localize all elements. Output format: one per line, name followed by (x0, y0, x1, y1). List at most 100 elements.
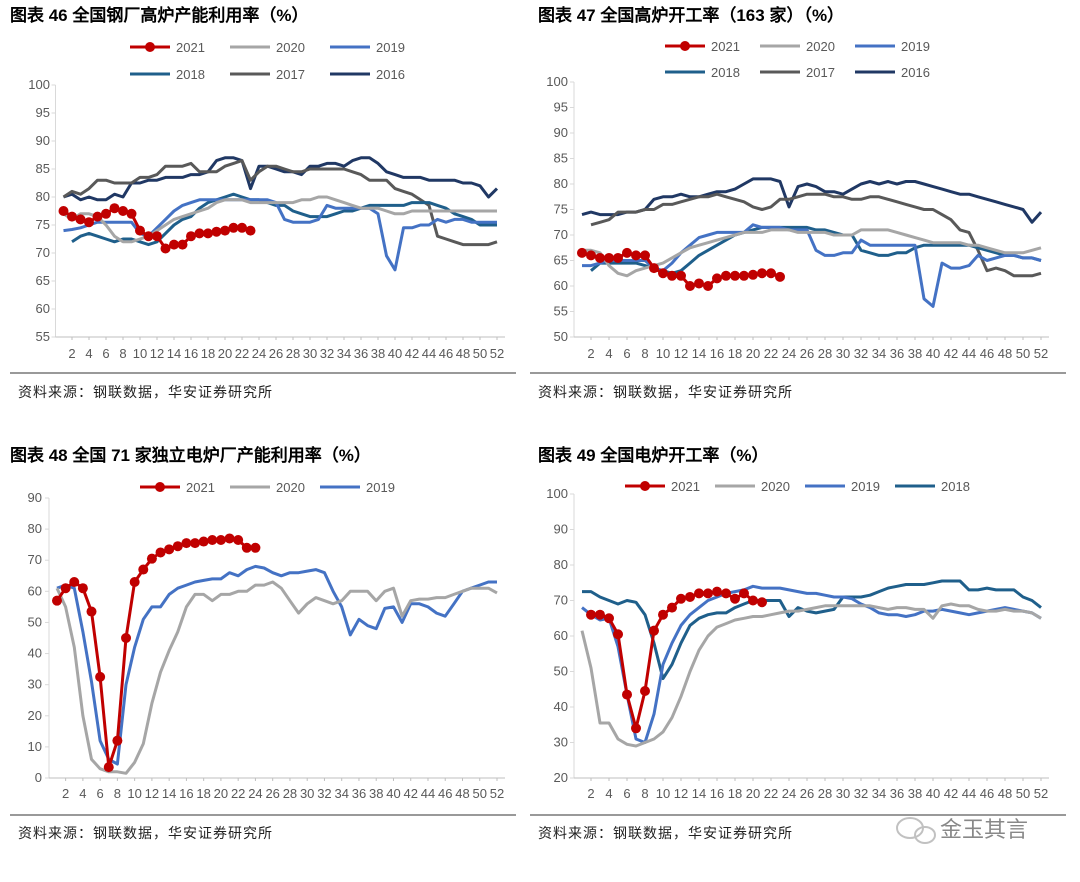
x-tick-label: 2 (62, 786, 69, 801)
x-tick-label: 28 (286, 346, 300, 361)
data-point (138, 564, 149, 575)
data-point (215, 535, 226, 545)
data-point (730, 593, 740, 604)
x-tick-label: 36 (890, 346, 904, 361)
x-tick-label: 42 (405, 346, 419, 361)
x-tick-label: 46 (980, 786, 994, 801)
x-tick-label: 8 (114, 786, 121, 801)
data-point (703, 588, 713, 599)
x-tick-label: 6 (623, 346, 630, 361)
x-tick-label: 48 (456, 346, 470, 361)
data-point (640, 250, 650, 261)
series-line (581, 177, 1043, 224)
x-tick-label: 50 (1016, 346, 1030, 361)
y-tick-label: 95 (554, 100, 568, 115)
legend-label: 2020 (806, 39, 835, 54)
legend-marker (680, 41, 690, 51)
x-tick-label: 10 (127, 786, 141, 801)
data-point (595, 252, 605, 263)
data-point (739, 588, 749, 599)
data-point (712, 586, 722, 597)
x-tick-label: 12 (674, 346, 688, 361)
data-point (60, 583, 71, 594)
x-tick-label: 4 (85, 346, 92, 361)
x-tick-label: 36 (890, 786, 904, 801)
series-line (56, 564, 497, 766)
y-tick-label: 60 (554, 628, 568, 643)
data-point (109, 203, 120, 214)
x-tick-label: 24 (248, 786, 262, 801)
data-point (577, 247, 587, 258)
x-tick-label: 20 (218, 346, 232, 361)
data-point (152, 231, 162, 242)
data-point (685, 591, 695, 602)
y-tick-label: 90 (36, 133, 50, 148)
data-point (194, 228, 205, 239)
y-tick-label: 70 (36, 245, 50, 260)
y-tick-label: 55 (36, 329, 50, 344)
legend-marker (155, 482, 165, 492)
x-tick-label: 6 (97, 786, 104, 801)
data-point (220, 225, 230, 236)
data-point (224, 533, 235, 544)
x-tick-label: 18 (728, 786, 742, 801)
data-point (757, 268, 767, 279)
x-tick-label: 24 (252, 346, 266, 361)
chart-source: 资料来源：钢联数据，华安证券研究所 (18, 384, 273, 400)
x-tick-label: 32 (320, 346, 334, 361)
legend-label: 2017 (806, 65, 835, 80)
x-tick-label: 18 (201, 346, 215, 361)
y-tick-label: 60 (36, 301, 50, 316)
chart-panel: 图表 48 全国 71 家独立电炉厂产能利用率（%） 资料来源：钢联数据，华安证券… (10, 445, 505, 841)
x-tick-label: 4 (605, 786, 612, 801)
x-tick-label: 50 (473, 786, 487, 801)
x-tick-label: 44 (421, 786, 435, 801)
x-tick-label: 26 (800, 346, 814, 361)
data-point (631, 723, 641, 734)
x-tick-label: 22 (764, 346, 778, 361)
y-tick-label: 50 (554, 664, 568, 679)
y-tick-label: 90 (554, 125, 568, 140)
x-tick-label: 38 (371, 346, 385, 361)
data-point (181, 538, 192, 549)
x-tick-label: 24 (782, 346, 796, 361)
data-point (237, 222, 247, 233)
data-point (739, 270, 749, 281)
legend-label: 2020 (761, 479, 790, 494)
data-point (233, 535, 244, 545)
data-point (118, 206, 128, 216)
x-tick-label: 2 (587, 786, 594, 801)
data-point (228, 222, 239, 233)
x-tick-label: 26 (269, 346, 283, 361)
x-tick-label: 34 (872, 346, 886, 361)
x-tick-label: 34 (337, 346, 351, 361)
x-tick-label: 32 (317, 786, 331, 801)
x-tick-label: 50 (1016, 786, 1030, 801)
data-point (703, 281, 713, 291)
x-tick-label: 46 (439, 346, 453, 361)
x-tick-label: 22 (231, 786, 245, 801)
x-tick-label: 50 (473, 346, 487, 361)
data-point (730, 270, 740, 281)
x-tick-label: 28 (818, 346, 832, 361)
x-tick-label: 30 (303, 346, 317, 361)
x-tick-label: 14 (692, 346, 706, 361)
x-tick-label: 4 (79, 786, 86, 801)
x-tick-label: 16 (184, 346, 198, 361)
x-tick-label: 46 (438, 786, 452, 801)
y-tick-label: 85 (554, 151, 568, 166)
x-tick-label: 44 (962, 786, 976, 801)
x-tick-label: 6 (102, 346, 109, 361)
legend-label: 2018 (176, 67, 205, 82)
data-point (198, 536, 209, 547)
data-point (631, 250, 641, 261)
data-point (748, 595, 758, 606)
data-point (586, 250, 596, 261)
x-tick-label: 8 (641, 786, 648, 801)
data-point (721, 588, 731, 599)
x-tick-label: 48 (455, 786, 469, 801)
legend-label: 2016 (376, 67, 405, 82)
legend-label: 2017 (276, 67, 305, 82)
x-tick-label: 40 (388, 346, 402, 361)
